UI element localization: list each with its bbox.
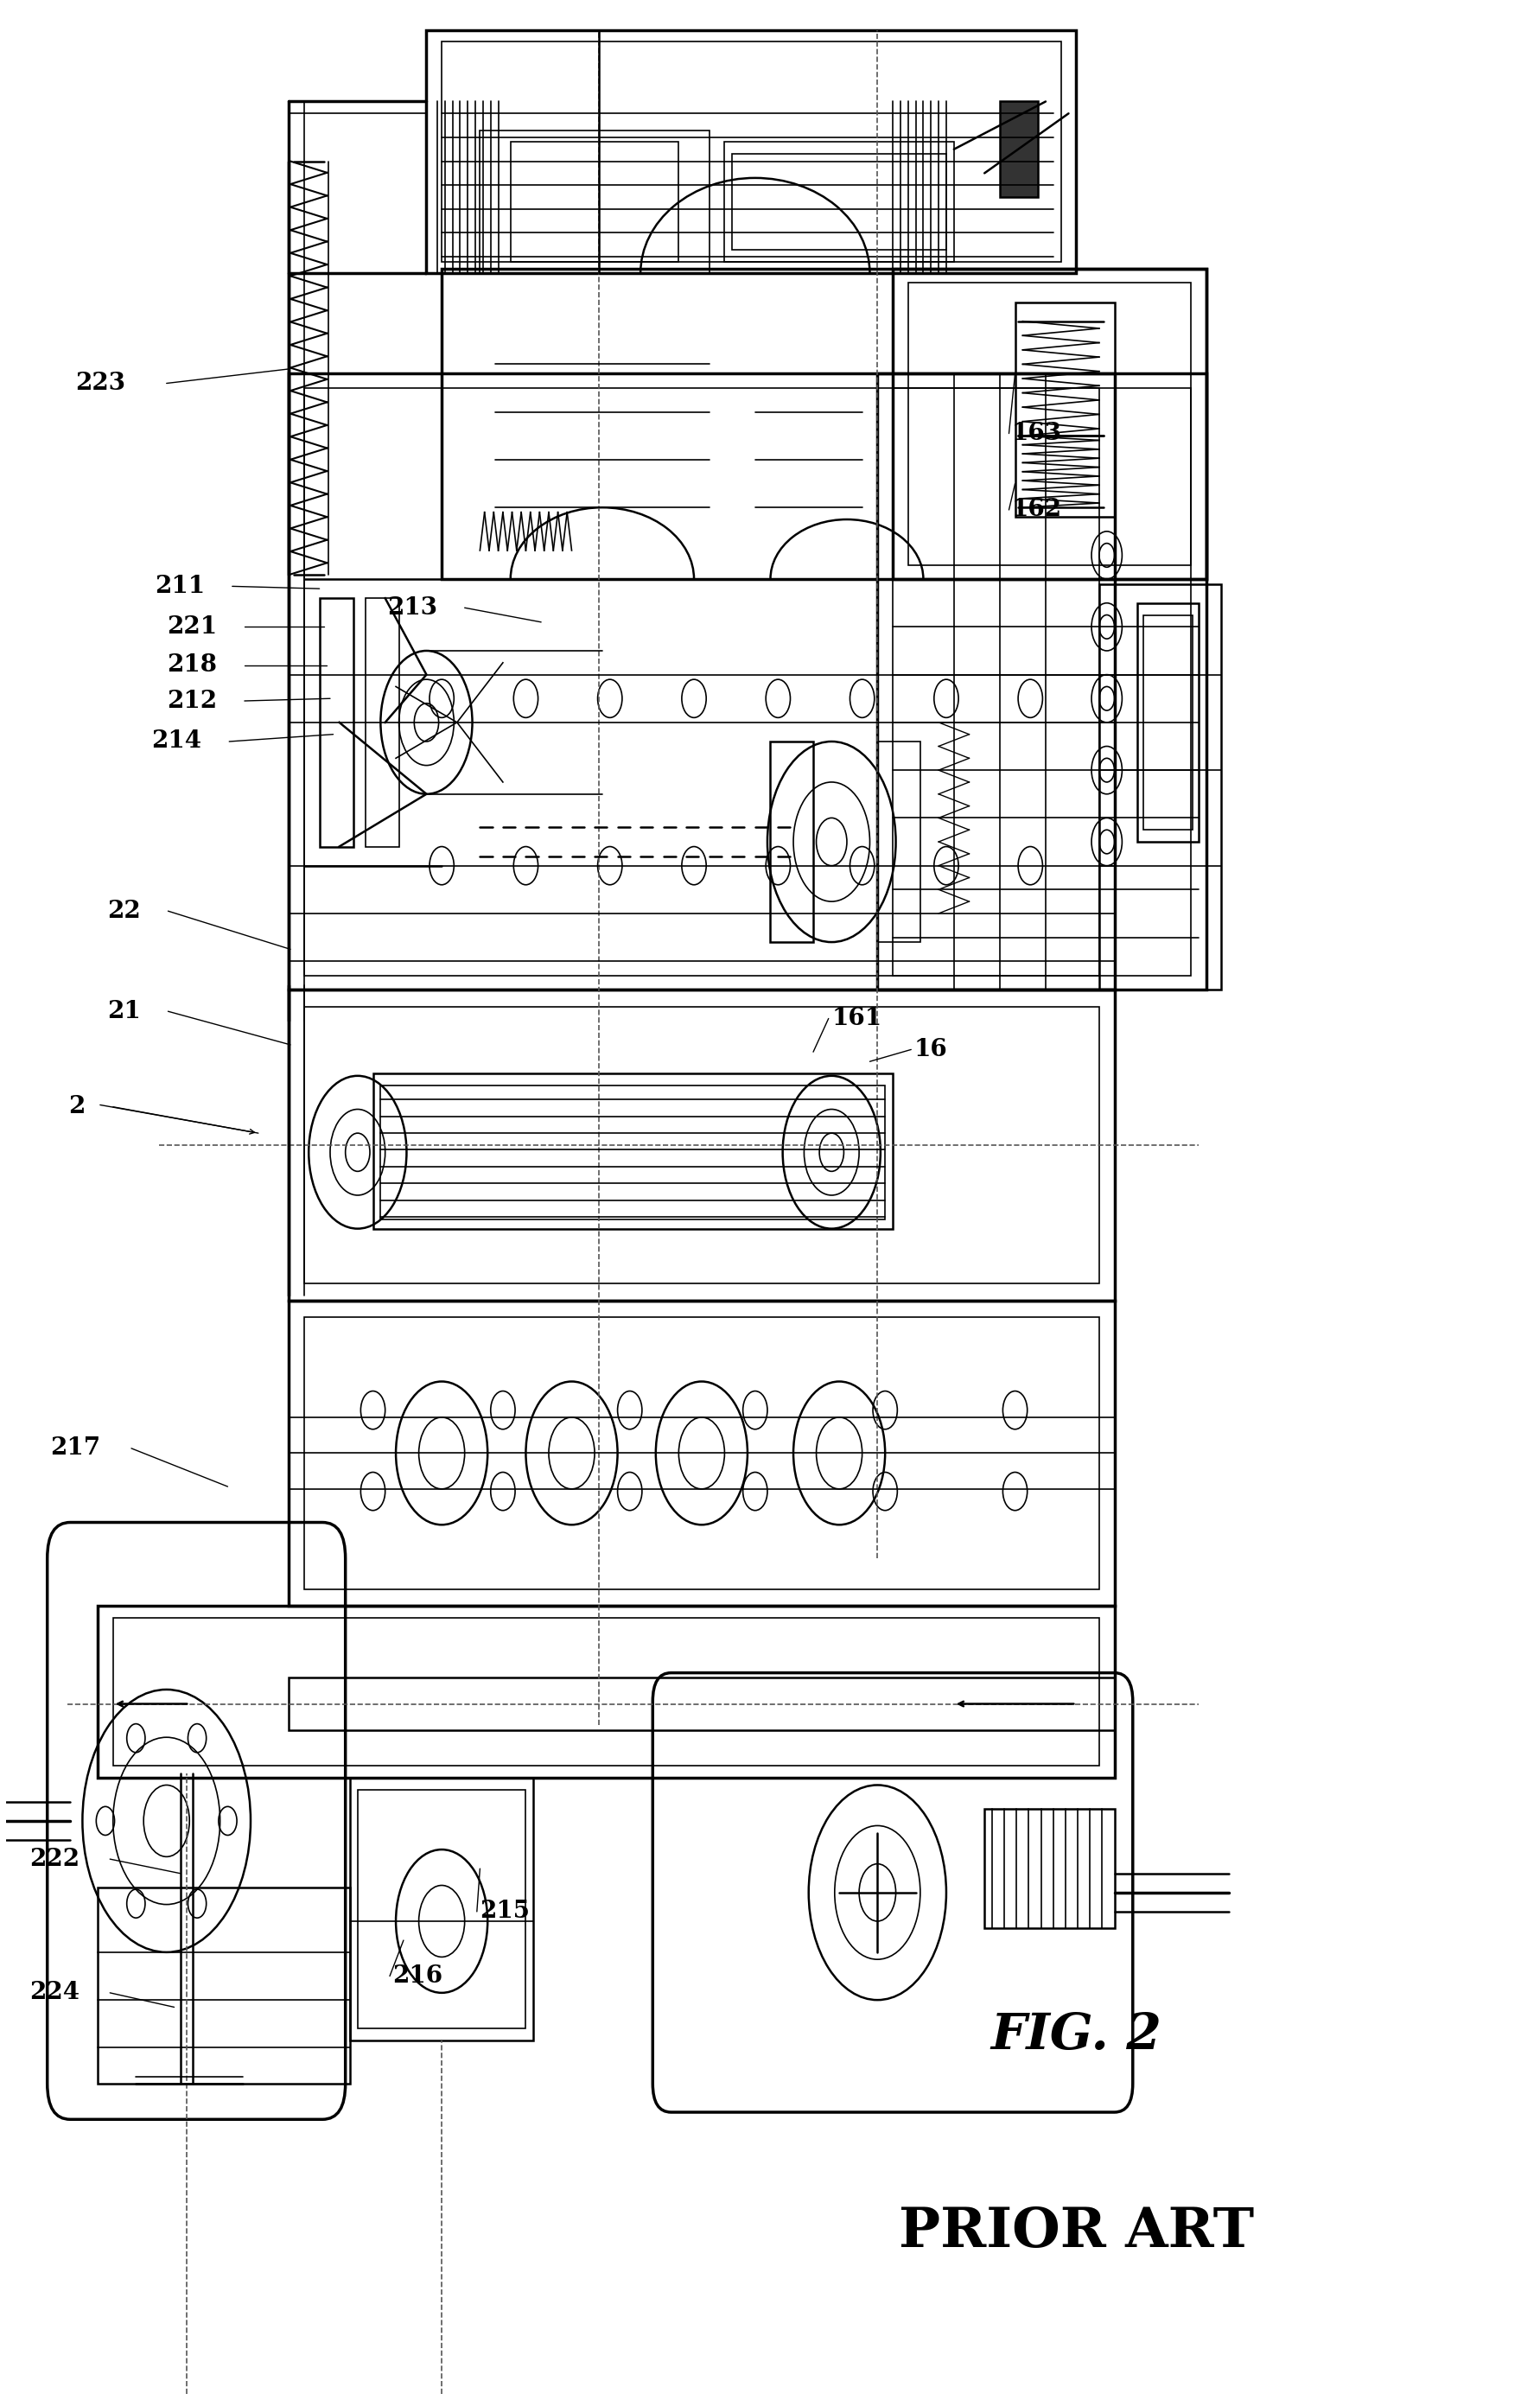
Bar <box>892 269 1206 578</box>
Bar <box>1015 302 1113 516</box>
Text: 211: 211 <box>154 574 205 598</box>
Text: 212: 212 <box>166 689 217 713</box>
Text: FIG. 2: FIG. 2 <box>990 2011 1161 2059</box>
Bar <box>731 154 946 250</box>
Bar <box>1143 614 1192 830</box>
Text: 216: 216 <box>393 1966 444 1987</box>
Bar <box>365 598 399 847</box>
Text: 224: 224 <box>29 1980 80 2004</box>
Bar <box>510 142 678 262</box>
Text: 217: 217 <box>51 1438 100 1459</box>
Bar <box>288 374 1113 989</box>
Bar <box>357 1790 525 2028</box>
Text: 213: 213 <box>387 595 437 619</box>
Text: 161: 161 <box>832 1008 881 1030</box>
Bar <box>380 1085 884 1219</box>
Bar <box>319 598 353 847</box>
Text: 218: 218 <box>166 653 217 677</box>
Text: 21: 21 <box>106 1001 140 1022</box>
Bar <box>112 1618 1098 1766</box>
Text: 2: 2 <box>69 1094 85 1118</box>
Bar <box>984 1810 1113 1927</box>
Text: 223: 223 <box>75 372 125 396</box>
Bar <box>350 1778 533 2040</box>
Bar <box>876 374 1206 989</box>
Bar <box>97 1606 1113 1778</box>
Bar <box>427 29 1075 274</box>
Text: 162: 162 <box>1012 499 1061 521</box>
Text: 221: 221 <box>166 614 217 638</box>
Bar <box>303 389 1098 974</box>
Text: 16: 16 <box>913 1037 947 1061</box>
Text: 222: 222 <box>29 1848 80 1870</box>
Bar <box>303 1006 1098 1284</box>
Bar <box>303 1318 1098 1589</box>
Text: PRIOR ART: PRIOR ART <box>898 2206 1254 2258</box>
Bar <box>1137 602 1198 842</box>
Bar <box>373 1073 892 1229</box>
Bar <box>907 283 1190 564</box>
Bar <box>288 1678 1113 1730</box>
Bar <box>892 389 1190 974</box>
Bar <box>288 989 1113 1301</box>
Bar <box>479 130 708 274</box>
Bar <box>442 41 1061 262</box>
Bar <box>288 1301 1113 1606</box>
Bar <box>876 742 919 943</box>
Bar <box>770 742 813 943</box>
Bar <box>97 1889 350 2083</box>
Bar <box>1098 583 1221 989</box>
Bar <box>999 101 1038 197</box>
Bar <box>724 142 953 262</box>
Text: 215: 215 <box>479 1901 530 1922</box>
Bar <box>442 269 1206 578</box>
Text: 163: 163 <box>1012 422 1061 444</box>
Text: 214: 214 <box>151 730 202 754</box>
Text: 22: 22 <box>106 900 140 922</box>
